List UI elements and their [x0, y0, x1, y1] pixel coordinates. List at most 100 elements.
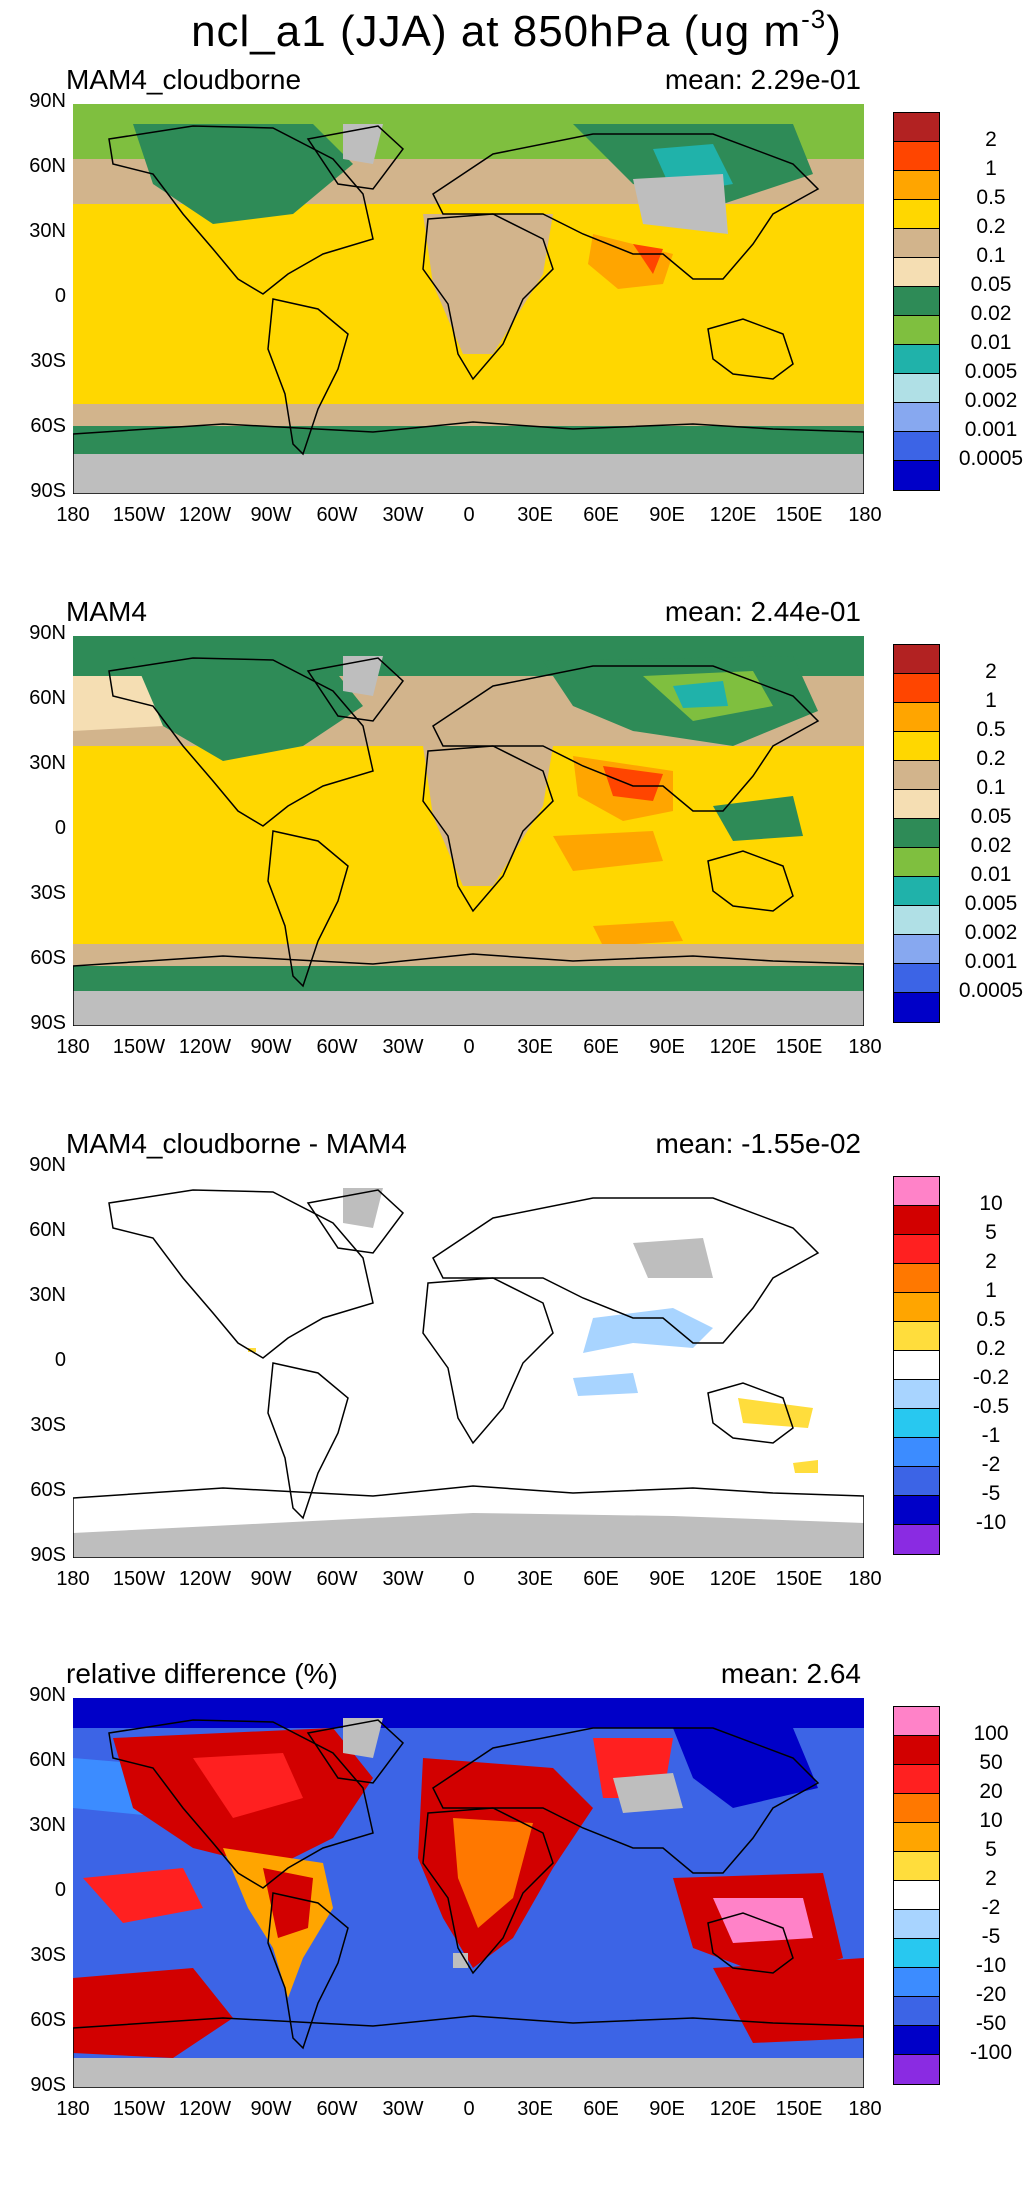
colorbar-box	[893, 1793, 940, 1824]
lat-tick-label: 60S	[30, 2009, 66, 2031]
colorbar-label: 0.5	[976, 1308, 1006, 1331]
lon-tick-label: 90E	[649, 1568, 685, 1590]
colorbar-label: 0.5	[976, 718, 1006, 741]
lon-tick-label: 30W	[382, 504, 424, 526]
colorbar-box	[893, 1822, 940, 1853]
lat-tick-label: 90N	[29, 1684, 66, 1706]
colorbar-box	[893, 673, 940, 704]
lat-tick-label: 60N	[29, 687, 66, 709]
lon-tick-label: 90W	[250, 504, 292, 526]
colorbar-box	[893, 344, 940, 375]
colorbar-box	[893, 112, 940, 143]
lat-tick-label: 60S	[30, 947, 66, 969]
lon-tick-label: 180	[848, 2098, 882, 2120]
colorbar-box	[893, 1466, 940, 1497]
colorbar-label: 10	[979, 1809, 1003, 1832]
colorbar-label: 1	[985, 689, 997, 712]
colorbar-box	[893, 934, 940, 965]
lon-tick-label: 120W	[178, 1568, 232, 1590]
panel-mean: mean: 2.64	[720, 1658, 861, 1689]
colorbar-box	[893, 1938, 940, 1969]
colorbar-box	[893, 1996, 940, 2027]
colorbar-label: 0.002	[964, 389, 1018, 412]
colorbar-label: 0.01	[970, 331, 1012, 354]
lon-tick-label: 60W	[316, 504, 358, 526]
lat-tick-label: 0	[54, 1879, 66, 1901]
colorbar-box	[893, 760, 940, 791]
lon-tick-label: 30W	[382, 1568, 424, 1590]
colorbar-box	[893, 1321, 940, 1352]
lon-tick-label: 30E	[517, 1568, 553, 1590]
map-absolute-difference	[73, 1168, 864, 1558]
lat-tick-label: 30S	[30, 1414, 66, 1436]
colorbar-label: -100	[969, 2041, 1013, 2064]
lon-tick-label: 30E	[517, 2098, 553, 2120]
lon-tick-label: 150E	[775, 1036, 823, 1058]
colorbar-label: 2	[985, 660, 997, 683]
lon-tick-label: 150W	[112, 1568, 166, 1590]
lon-tick-label: 60E	[583, 504, 619, 526]
colorbar-label: 0.0005	[958, 979, 1024, 1002]
lat-tick-label: 30S	[30, 1944, 66, 1966]
lat-tick-label: 60S	[30, 1479, 66, 1501]
lon-tick-label: 0	[463, 2098, 475, 2120]
panel-title: MAM4_cloudborne - MAM4	[66, 1128, 407, 1159]
panel-absolute-difference: MAM4_cloudborne - MAM4 mean: -1.55e-02 9…	[0, 1128, 1033, 1658]
colorbar-label: -10	[975, 1954, 1007, 1977]
colorbar-label: 0.2	[976, 1337, 1006, 1360]
colorbar: 2 1 0.5 0.2 0.1 0.05 0.02 0.01 0.005 0.0…	[893, 644, 1033, 1024]
colorbar-box	[893, 1205, 940, 1236]
colorbar-label: -50	[975, 2012, 1007, 2035]
colorbar-box	[893, 373, 940, 404]
lat-tick-label: 90N	[29, 90, 66, 112]
colorbar-box	[893, 1967, 940, 1998]
colorbar-label: -1	[981, 1424, 1001, 1447]
lon-tick-label: 90E	[649, 2098, 685, 2120]
colorbar-box	[893, 199, 940, 230]
lon-tick-label: 30E	[517, 1036, 553, 1058]
map-mam4	[73, 636, 864, 1026]
colorbar-box	[893, 963, 940, 994]
colorbar-box	[893, 1379, 940, 1410]
lon-tick-label: 0	[463, 1036, 475, 1058]
lon-tick-label: 60E	[583, 1568, 619, 1590]
lat-tick-label: 90N	[29, 1154, 66, 1176]
colorbar-label: 100	[973, 1722, 1009, 1745]
lon-tick-label: 120W	[178, 504, 232, 526]
map-relative-difference	[73, 1698, 864, 2088]
lon-tick-label: 180	[56, 1036, 90, 1058]
colorbar-label: 2	[985, 1867, 997, 1890]
lon-tick-label: 120E	[709, 1568, 757, 1590]
colorbar-box	[893, 847, 940, 878]
lon-tick-label: 90W	[250, 1568, 292, 1590]
lon-tick-label: 150E	[775, 1568, 823, 1590]
panel-mean: mean: 2.44e-01	[664, 596, 861, 627]
lon-tick-label: 30E	[517, 504, 553, 526]
colorbar-label: 0.05	[970, 805, 1012, 828]
lon-tick-label: 120E	[709, 504, 757, 526]
colorbar-box	[893, 702, 940, 733]
lat-tick-label: 30N	[29, 1814, 66, 1836]
lon-tick-label: 60W	[316, 1568, 358, 1590]
lat-tick-label: 90S	[30, 480, 66, 502]
colorbar-label: 0.01	[970, 863, 1012, 886]
colorbar-box	[893, 992, 940, 1023]
lon-tick-label: 150W	[112, 504, 166, 526]
colorbar-box	[893, 1706, 940, 1737]
lat-tick-label: 30S	[30, 350, 66, 372]
colorbar-label: 1	[985, 1279, 997, 1302]
lon-tick-label: 30W	[382, 1036, 424, 1058]
panel-relative-difference: relative difference (%) mean: 2.64 90N 6…	[0, 1658, 1033, 2188]
lon-tick-label: 180	[56, 2098, 90, 2120]
colorbar-box	[893, 2025, 940, 2056]
colorbar-box	[893, 1408, 940, 1439]
panel-title: MAM4	[66, 596, 147, 627]
lon-tick-label: 0	[463, 504, 475, 526]
colorbar-label: 0.2	[976, 215, 1006, 238]
lat-tick-label: 0	[54, 817, 66, 839]
lat-tick-label: 30S	[30, 882, 66, 904]
lat-tick-label: 30N	[29, 752, 66, 774]
figure-title: ncl_a1 (JJA) at 850hPa (ug m-3)	[191, 4, 842, 56]
colorbar-box	[893, 228, 940, 259]
colorbar-box	[893, 1735, 940, 1766]
